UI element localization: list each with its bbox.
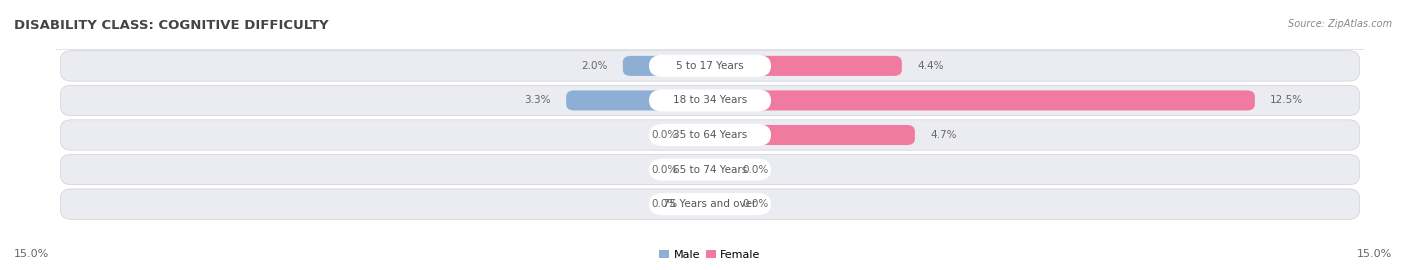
FancyBboxPatch shape xyxy=(650,124,770,146)
FancyBboxPatch shape xyxy=(650,89,770,112)
Text: 15.0%: 15.0% xyxy=(14,249,49,259)
FancyBboxPatch shape xyxy=(650,55,770,77)
Text: 4.7%: 4.7% xyxy=(931,130,956,140)
Text: 4.4%: 4.4% xyxy=(917,61,943,71)
FancyBboxPatch shape xyxy=(710,56,901,76)
Text: 15.0%: 15.0% xyxy=(1357,249,1392,259)
FancyBboxPatch shape xyxy=(710,125,915,145)
FancyBboxPatch shape xyxy=(710,160,727,180)
Text: 35 to 64 Years: 35 to 64 Years xyxy=(673,130,747,140)
FancyBboxPatch shape xyxy=(60,51,1360,81)
Text: 12.5%: 12.5% xyxy=(1270,95,1303,106)
Text: 2.0%: 2.0% xyxy=(581,61,607,71)
FancyBboxPatch shape xyxy=(710,194,727,214)
FancyBboxPatch shape xyxy=(567,90,710,110)
FancyBboxPatch shape xyxy=(650,158,770,181)
FancyBboxPatch shape xyxy=(710,90,1256,110)
FancyBboxPatch shape xyxy=(60,154,1360,185)
Text: 0.0%: 0.0% xyxy=(651,199,678,209)
FancyBboxPatch shape xyxy=(693,194,710,214)
Text: DISABILITY CLASS: COGNITIVE DIFFICULTY: DISABILITY CLASS: COGNITIVE DIFFICULTY xyxy=(14,19,329,32)
Text: 0.0%: 0.0% xyxy=(651,130,678,140)
Text: 0.0%: 0.0% xyxy=(651,164,678,175)
FancyBboxPatch shape xyxy=(60,85,1360,116)
Text: 18 to 34 Years: 18 to 34 Years xyxy=(673,95,747,106)
Text: Source: ZipAtlas.com: Source: ZipAtlas.com xyxy=(1288,19,1392,29)
Text: 3.3%: 3.3% xyxy=(524,95,551,106)
Text: 65 to 74 Years: 65 to 74 Years xyxy=(673,164,747,175)
FancyBboxPatch shape xyxy=(693,125,710,145)
Text: 75 Years and over: 75 Years and over xyxy=(664,199,756,209)
FancyBboxPatch shape xyxy=(650,193,770,215)
FancyBboxPatch shape xyxy=(693,160,710,180)
Text: 0.0%: 0.0% xyxy=(742,164,769,175)
FancyBboxPatch shape xyxy=(60,120,1360,150)
FancyBboxPatch shape xyxy=(623,56,710,76)
FancyBboxPatch shape xyxy=(60,189,1360,219)
Text: 0.0%: 0.0% xyxy=(742,199,769,209)
Legend: Male, Female: Male, Female xyxy=(655,245,765,264)
Text: 5 to 17 Years: 5 to 17 Years xyxy=(676,61,744,71)
